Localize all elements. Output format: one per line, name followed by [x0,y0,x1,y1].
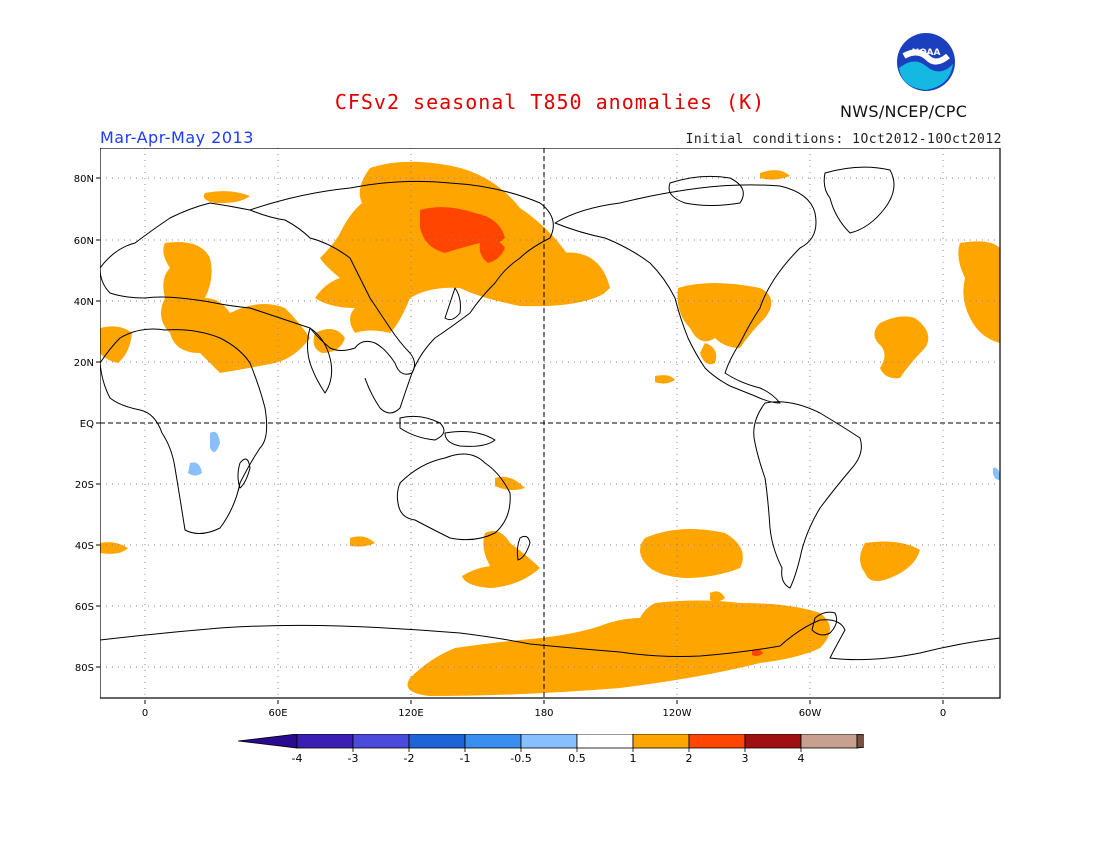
lon-tick-label: 120W [663,708,692,719]
east-atlantic-warm [874,316,929,379]
africa-cool [210,431,220,452]
lat-tick-label: 40S [75,541,94,552]
lat-tick-label: 20N [74,358,94,369]
arctic-atlantic-warm [203,191,250,204]
sahara-middle-east-warm [161,242,310,373]
lon-tick-label: 120E [398,708,423,719]
kamchatka-strong-warm [479,240,505,263]
mexico-warm [700,343,717,365]
color-bar-label: 4 [798,752,805,765]
reference-lines [100,148,1000,698]
map-frame [100,148,1001,699]
siberia-strong-warm [420,207,505,253]
lat-tick-label: 80S [75,663,94,674]
color-bar-label: 0.5 [568,752,586,765]
antarctic-strong-warm [752,649,763,657]
longitude-axis: 0 60E 120E 180 120W 60W 0 [142,700,946,719]
lat-tick-label: 40N [74,297,94,308]
color-bar-box [688,734,746,749]
color-bar-box [408,734,466,749]
arctic-canada-warm [760,170,790,180]
southwest-us-warm [677,283,772,348]
lat-tick-label: 60S [75,602,94,613]
australia-coastline [396,453,511,541]
south-pacific-warm [640,529,743,578]
color-bar-high-end [856,734,864,749]
antarctic-small-warm [710,591,725,602]
madagascar-cool [993,467,1000,480]
color-bar-box [576,734,634,749]
new-zealand-warm [462,530,540,588]
madagascar-coastline [237,458,251,489]
south-america-coastline [753,401,862,589]
color-bar-boxes [238,734,864,752]
lat-tick-label: 20S [75,480,94,491]
color-bar-label: 1 [630,752,637,765]
lat-tick-label: EQ [80,419,94,430]
noaa-logo-gull [902,49,950,65]
new-zealand-coastline [516,535,531,561]
europe-east-warm [958,241,1000,343]
lon-tick-label: 0 [940,708,946,719]
north-pacific-warm [536,252,610,302]
initial-conditions-label: Initial conditions: 1Oct2012-10Oct2012 [685,132,1002,147]
noaa-logo: NOAA [897,33,955,91]
strong-warm-anomaly-layer [420,207,763,657]
africa-coastline [100,328,268,534]
color-bar-label: -2 [404,752,415,765]
color-bar-label: -4 [292,752,303,765]
antarctic-peninsula-coastline [811,611,838,636]
color-bar-box [744,734,802,749]
color-bar-low-end [238,734,298,749]
agency-label: NWS/NCEP/CPC [840,102,968,121]
color-bar-box [296,734,354,749]
lat-tick-label: 80N [74,174,94,185]
color-bar-label: -3 [348,752,359,765]
color-bar-box [464,734,522,749]
latitude-axis: 80N 60N 40N 20N EQ 20S 40S 60S 80S [74,174,100,674]
north-america-coastline [554,184,817,404]
south-atlantic-warm [860,541,920,582]
greenland-coastline [823,166,895,234]
cool-anomaly-layer [188,431,1000,480]
india-coastline [307,327,333,394]
europe-coastline [100,202,416,375]
chart-title: CFSv2 seasonal T850 anomalies (K) [334,90,766,114]
pacific-patch-warm [655,375,675,384]
africa-cool-south [188,462,202,476]
south-indian-warm [350,536,375,547]
antarctica-coastline [100,619,1000,661]
noaa-logo-wave [899,61,953,90]
color-bar-box [632,734,690,749]
japan-coastline [444,287,461,321]
color-bar-labels: -4 -3 -2 -1 -0.5 0.5 1 2 3 4 [292,752,805,765]
anomaly-map [100,148,1001,699]
lon-tick-label: 180 [534,708,553,719]
lon-tick-label: 60W [799,708,822,719]
southeast-asia-islands [399,415,496,447]
color-bar: -4 -3 -2 -1 -0.5 0.5 1 2 3 4 [238,734,864,765]
lat-tick-label: 60N [74,236,94,247]
color-bar-box [800,734,858,749]
color-bar-label: 2 [686,752,693,765]
noaa-logo-text: NOAA [912,48,941,58]
arctic-islands-coastline [668,175,744,206]
season-label: Mar-Apr-May 2013 [100,128,254,147]
asia-coastline [249,180,554,414]
color-bar-label: 3 [742,752,749,765]
color-bar-box [520,734,578,749]
arabian-warm [313,329,345,353]
lon-tick-label: 60E [268,708,287,719]
antarctic-warm [407,600,830,696]
lon-tick-label: 0 [142,708,148,719]
map-grid [100,148,1000,698]
color-bar-label: -1 [460,752,471,765]
coastlines [100,166,1000,661]
color-bar-label: -0.5 [510,752,531,765]
color-bar-box [352,734,410,749]
